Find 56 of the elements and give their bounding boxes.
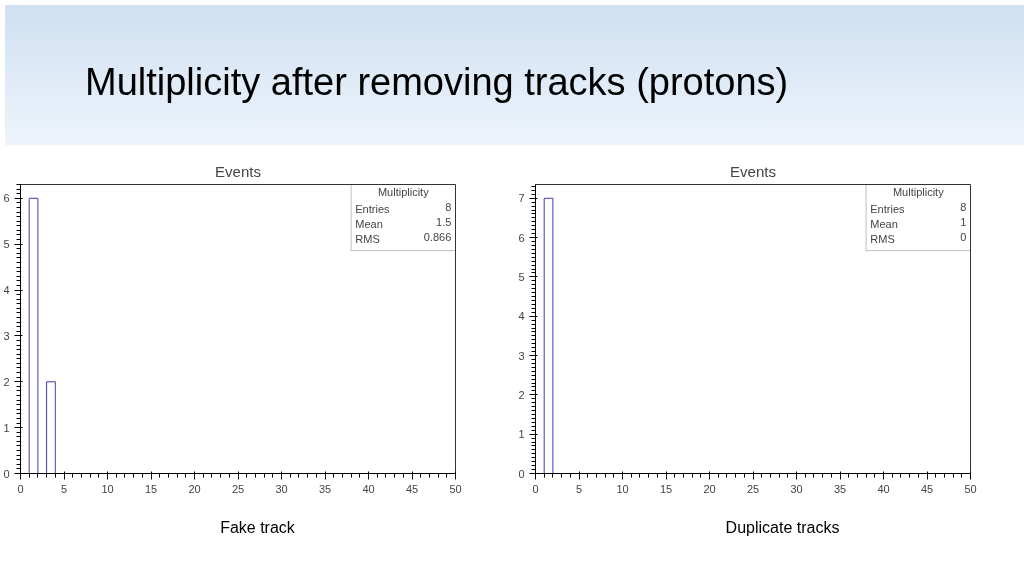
x-tick-label: 40 xyxy=(362,482,375,495)
annotation: Mean xyxy=(355,217,383,230)
x-tick-label: 0 xyxy=(17,482,24,495)
x-tick-label: 10 xyxy=(616,482,629,495)
x-tick-label: 20 xyxy=(188,482,201,495)
annotation: 1.5 xyxy=(436,215,452,228)
y-tick-label: 6 xyxy=(3,192,10,205)
annotation: 1 xyxy=(960,215,967,228)
x-tick-label: 45 xyxy=(405,482,419,495)
y-tick-label: 6 xyxy=(518,231,525,244)
chart-title: Events xyxy=(730,162,776,180)
annotation: Entries xyxy=(870,202,906,215)
y-tick-label: 5 xyxy=(3,238,10,251)
x-tick-label: 30 xyxy=(275,482,288,495)
x-tick-label: 25 xyxy=(231,482,245,495)
annotation: RMS xyxy=(355,232,380,245)
x-tick-label: 15 xyxy=(659,482,673,495)
x-tick-label: 35 xyxy=(833,482,847,495)
y-tick-label: 0 xyxy=(518,467,525,480)
y-tick-label: 2 xyxy=(518,388,525,401)
x-tick-label: 50 xyxy=(964,482,977,495)
x-tick-label: 35 xyxy=(318,482,332,495)
x-tick-label: 45 xyxy=(920,482,934,495)
y-tick-label: 2 xyxy=(3,375,10,388)
y-tick-label: 7 xyxy=(518,192,525,205)
x-tick-label: 5 xyxy=(60,482,68,495)
chart-title: Events xyxy=(215,162,261,180)
text: Duplicate tracks xyxy=(725,518,840,538)
annotation: RMS xyxy=(870,232,895,245)
x-tick-label: 20 xyxy=(703,482,716,495)
y-tick-label: 1 xyxy=(3,421,10,434)
y-tick-label: 0 xyxy=(3,467,10,480)
y-tick-label: 3 xyxy=(3,329,10,342)
x-tick-label: 30 xyxy=(790,482,803,495)
x-tick-label: 50 xyxy=(449,482,462,495)
y-tick-label: 4 xyxy=(518,310,525,323)
y-tick-label: 5 xyxy=(518,270,525,283)
x-tick-label: 5 xyxy=(575,482,583,495)
text: Fake track xyxy=(220,518,295,538)
y-tick-label: 3 xyxy=(518,349,525,362)
x-tick-label: 15 xyxy=(144,482,158,495)
annotation: 0 xyxy=(960,230,967,243)
annotation: 0.866 xyxy=(423,230,452,243)
annotation: Entries xyxy=(355,202,391,215)
annotation: Mean xyxy=(870,217,898,230)
x-tick-label: 10 xyxy=(101,482,114,495)
text: Multiplicity after removing tracks (protons) xyxy=(85,60,789,105)
annotation: 8 xyxy=(445,200,452,213)
y-tick-label: 1 xyxy=(518,428,525,441)
x-tick-label: 0 xyxy=(532,482,539,495)
annotation: Multiplicity xyxy=(892,186,945,198)
annotation: Multiplicity xyxy=(377,186,430,198)
y-tick-label: 4 xyxy=(3,284,10,297)
x-tick-label: 25 xyxy=(746,482,760,495)
annotation: 8 xyxy=(960,200,967,213)
x-tick-label: 40 xyxy=(877,482,890,495)
